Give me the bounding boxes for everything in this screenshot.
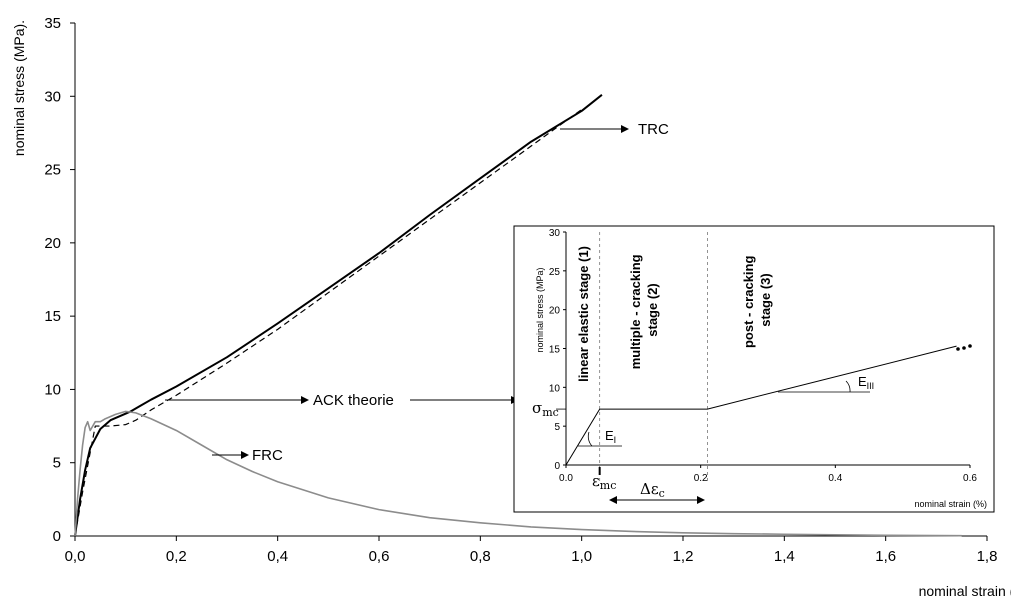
y-tick-label: 10 [44, 381, 61, 398]
inset-y-tick-label: 30 [549, 228, 561, 239]
y-tick-label: 30 [44, 88, 61, 105]
x-tick-label: 1,6 [875, 548, 896, 565]
inset-y-tick-label: 25 [549, 267, 561, 278]
inset-x-tick-label: 0.0 [559, 473, 573, 484]
inset-chart: 0.0 0.2 0.4 0.6 0 5 10 15 20 25 30 nominal stress … [513, 225, 995, 513]
inset-x-tick-label: 0.4 [828, 473, 842, 484]
e1-label: EI [605, 428, 616, 445]
inset-x-tick-label: 0.6 [963, 473, 977, 484]
stage-label-multiple-cracking-line2: stage (2) [645, 283, 660, 336]
trailing-dot [956, 347, 960, 351]
x-tick-label: 0,4 [267, 548, 288, 565]
y-axis-title: nominal stress (MPa). [11, 20, 27, 156]
inset-x-axis-title: nominal strain (%) [914, 499, 987, 509]
x-axis-title: nominal strain (%) [919, 583, 1011, 599]
trailing-dot [962, 346, 966, 350]
y-tick-label: 0 [53, 528, 61, 545]
series-line-ack-theorie [74, 108, 583, 537]
x-tick-label: 0,6 [369, 548, 390, 565]
frc-label: FRC [252, 447, 283, 464]
x-tick-label: 1,4 [774, 548, 795, 565]
ack-label: ACK theorie [313, 392, 394, 409]
inset-y-axis-title: nominal stress (MPa) [535, 267, 545, 352]
inset-y-tick-label: 20 [549, 306, 561, 317]
x-tick-label: 1,0 [571, 548, 592, 565]
y-tick-label: 20 [44, 235, 61, 252]
inset-x-tick-label: 0.2 [694, 473, 708, 484]
y-tick-label: 15 [44, 308, 61, 325]
trailing-dot [968, 344, 972, 348]
y-tick-label: 35 [44, 15, 61, 32]
annotation-arrows [165, 125, 629, 459]
inset-ack-model-line [565, 345, 957, 466]
y-tick-label: 5 [53, 455, 61, 472]
series-line-frc [74, 410, 962, 537]
inset-y-tick-label: 15 [549, 345, 561, 356]
angle-arc-e3 [845, 380, 851, 393]
stage-label-post-cracking-line2: stage (3) [758, 273, 773, 326]
x-tick-label: 0,0 [65, 548, 86, 565]
stage-label-post-cracking-line1: post - cracking [741, 256, 756, 349]
main-series [74, 94, 962, 537]
y-tick-label: 25 [44, 162, 61, 179]
stage-label-multiple-cracking-line1: multiple - cracking [628, 254, 643, 369]
inset-y-tick-label: 10 [549, 383, 561, 394]
stage-label-linear-elastic: linear elastic stage (1) [576, 246, 591, 382]
trc-label: TRC [638, 121, 669, 138]
inset-y-tick-label: 0 [554, 461, 560, 472]
stage-label-post-cracking: post - cracking stage (3) [741, 252, 773, 348]
inset-frame [513, 225, 995, 513]
main-axes: 0,0 0,2 0,4 0,6 0,8 1,0 1,2 1,4 1,6 1,8 0 5 10 15 20 25… [44, 15, 997, 565]
angle-arc-e1 [587, 431, 593, 447]
x-tick-label: 1,8 [977, 548, 998, 565]
x-tick-label: 0,2 [166, 548, 187, 565]
inset-series [565, 345, 957, 466]
x-tick-label: 1,2 [673, 548, 694, 565]
inset-axes: 0.0 0.2 0.4 0.6 0 5 10 15 20 25 30 [549, 228, 978, 484]
inset-y-tick-label: 5 [554, 422, 560, 433]
stage-label-multiple-cracking: multiple - cracking stage (2) [628, 251, 660, 370]
delta-epsilon-c-symbol: Δεc [640, 480, 665, 500]
x-tick-label: 0,8 [470, 548, 491, 565]
